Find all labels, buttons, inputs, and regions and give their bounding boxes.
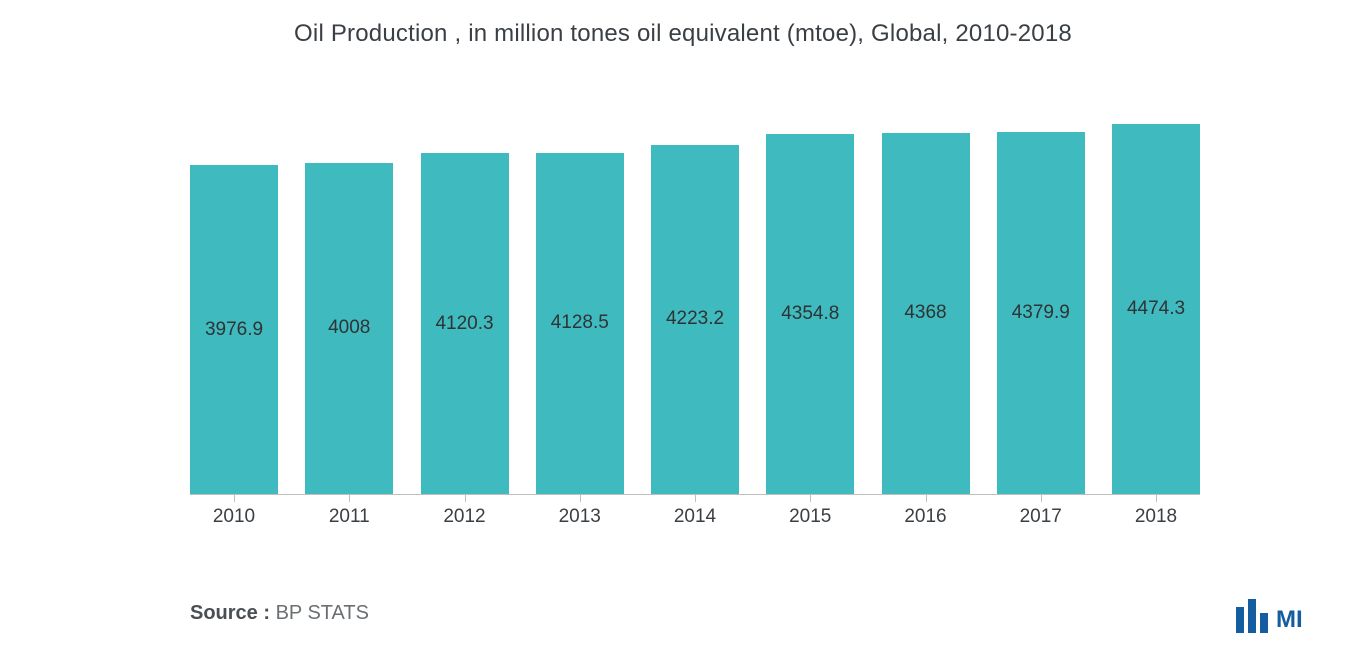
x-axis-label: 2017: [1020, 506, 1062, 528]
x-tick: [926, 494, 927, 502]
x-axis-label: 2013: [559, 506, 601, 528]
source-label: Source :: [190, 602, 270, 624]
plot-area: 3976.92010 40082011 4120.32012 4128.52013 42…: [190, 125, 1200, 495]
bar-slot: 4128.52013: [536, 153, 624, 494]
bar-value-label: 4474.3: [1127, 298, 1185, 320]
brand-logo: MI: [1236, 593, 1306, 633]
source-value: BP STATS: [276, 602, 369, 624]
bar: 4128.5: [536, 153, 624, 494]
x-tick: [465, 494, 466, 502]
x-axis-label: 2011: [329, 506, 370, 528]
bar: 4223.2: [651, 145, 739, 494]
bar-slot: 4223.22014: [651, 145, 739, 494]
bar-slot: 4354.82015: [766, 134, 854, 494]
bar-slot: 4120.32012: [421, 153, 509, 494]
bar-value-label: 4128.5: [551, 312, 609, 334]
x-axis-label: 2015: [789, 506, 831, 528]
bar-slot: 4379.92017: [997, 132, 1085, 494]
x-tick: [1156, 494, 1157, 502]
bar-value-label: 4120.3: [435, 313, 493, 335]
x-tick: [810, 494, 811, 502]
x-axis-label: 2014: [674, 506, 716, 528]
bar-slot: 4474.32018: [1112, 124, 1200, 494]
bar: 4008: [305, 163, 393, 494]
bar-value-label: 4354.8: [781, 303, 839, 325]
chart-canvas: Oil Production , in million tones oil eq…: [0, 0, 1366, 655]
bar-value-label: 4008: [328, 317, 370, 339]
bars-container: 3976.92010 40082011 4120.32012 4128.52013 42…: [190, 125, 1200, 494]
bar-value-label: 3976.9: [205, 319, 263, 341]
bar-slot: 3976.92010: [190, 165, 278, 494]
x-tick: [234, 494, 235, 502]
x-axis-label: 2016: [904, 506, 946, 528]
x-tick: [695, 494, 696, 502]
x-tick: [349, 494, 350, 502]
bar: 4474.3: [1112, 124, 1200, 494]
x-tick: [580, 494, 581, 502]
x-axis-label: 2012: [443, 506, 485, 528]
x-axis-label: 2010: [213, 506, 255, 528]
svg-text:MI: MI: [1276, 606, 1303, 633]
x-axis-label: 2018: [1135, 506, 1177, 528]
bar: 4379.9: [997, 132, 1085, 494]
bar: 3976.9: [190, 165, 278, 494]
bar-slot: 40082011: [305, 163, 393, 494]
bar: 4120.3: [421, 153, 509, 494]
source-line: Source : BP STATS: [190, 602, 369, 625]
bar-slot: 43682016: [882, 133, 970, 494]
bar-value-label: 4368: [904, 302, 946, 324]
bar-value-label: 4379.9: [1012, 302, 1070, 324]
bar: 4368: [882, 133, 970, 494]
bar: 4354.8: [766, 134, 854, 494]
x-tick: [1041, 494, 1042, 502]
chart-title: Oil Production , in million tones oil eq…: [0, 20, 1366, 48]
bar-value-label: 4223.2: [666, 308, 724, 330]
